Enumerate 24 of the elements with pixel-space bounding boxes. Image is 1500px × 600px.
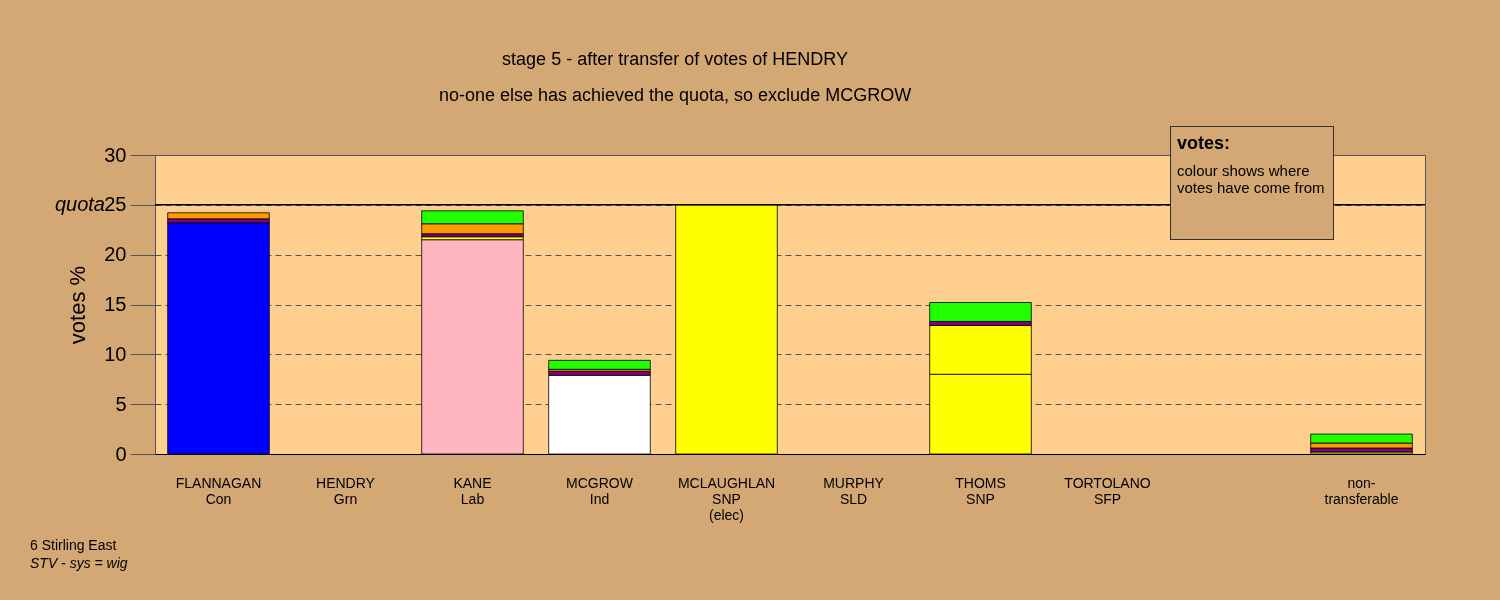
y-tick-label: 30 <box>104 143 127 166</box>
chart-title: stage 5 - after transfer of votes of HENDRY <box>502 49 848 69</box>
y-tick-label: 5 <box>115 392 127 415</box>
chart-subtitle: no-one else has achieved the quota, so exclude MCGROW <box>438 85 912 105</box>
text: STV - sys = wig <box>30 555 128 571</box>
y-tick-label: 0 <box>115 442 127 465</box>
annotation: colour shows where votes have come from <box>1177 162 1326 196</box>
x-tick-label: HENDRY Grn <box>316 474 376 507</box>
x-tick-label: MCGROW Ind <box>566 474 634 507</box>
x-tick-label: FLANNAGAN Con <box>175 474 262 507</box>
y-tick-label: 15 <box>104 293 127 315</box>
x-tick-label: MURPHY SLD <box>823 474 885 507</box>
y-tick-label: 25 <box>104 193 127 216</box>
text: 6 Stirling East <box>30 537 117 553</box>
y-tick-label: 20 <box>104 243 127 266</box>
note-box: votes: colour shows where votes have come from <box>1170 126 1334 240</box>
y-axis-title: votes % <box>65 265 91 345</box>
x-tick-label: MCLAUGHLAN SNP (elec) <box>677 474 776 523</box>
y-tick-label: 10 <box>104 342 127 365</box>
x-tick-label: KANE Lab <box>453 474 492 507</box>
x-tick-label: THOMS SNP <box>955 474 1006 507</box>
x-tick-label: non- transferable <box>1324 474 1399 507</box>
ref-line-label: quota <box>54 192 105 215</box>
x-tick-label: TORTOLANO SFP <box>1064 474 1151 507</box>
